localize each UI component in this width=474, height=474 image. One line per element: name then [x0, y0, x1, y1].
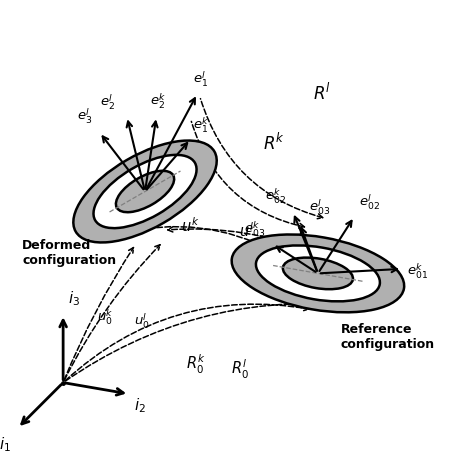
Text: $e_{03}^k$: $e_{03}^k$ — [245, 220, 265, 239]
Ellipse shape — [93, 155, 197, 228]
Text: Reference
configuration: Reference configuration — [341, 323, 435, 351]
Ellipse shape — [116, 171, 174, 212]
Ellipse shape — [256, 246, 380, 301]
Text: $u^l$: $u^l$ — [239, 221, 254, 240]
Ellipse shape — [73, 141, 217, 243]
Ellipse shape — [232, 235, 404, 312]
Text: $e_3^l$: $e_3^l$ — [77, 106, 93, 126]
Text: Deformed
configuration: Deformed configuration — [22, 239, 116, 267]
Text: $R_0^k$: $R_0^k$ — [186, 353, 206, 376]
Text: $i_2$: $i_2$ — [134, 396, 146, 415]
Ellipse shape — [283, 257, 353, 289]
Text: $e_2^l$: $e_2^l$ — [100, 92, 116, 112]
Text: $i_3$: $i_3$ — [68, 289, 80, 308]
Text: $e_{03}^l$: $e_{03}^l$ — [309, 197, 330, 217]
Text: $e_2^k$: $e_2^k$ — [150, 91, 166, 110]
Text: $R^l$: $R^l$ — [313, 82, 331, 103]
Text: $R^k$: $R^k$ — [264, 132, 285, 154]
Text: $e_{02}^l$: $e_{02}^l$ — [359, 192, 380, 212]
Text: $e_{02}^k$: $e_{02}^k$ — [265, 187, 286, 206]
Text: $e_{01}^k$: $e_{01}^k$ — [407, 262, 428, 281]
Text: $e_1^l$: $e_1^l$ — [193, 70, 208, 89]
Text: $e_1^k$: $e_1^k$ — [193, 115, 209, 135]
Text: $u^k$: $u^k$ — [182, 217, 200, 235]
Text: $u_0^l$: $u_0^l$ — [134, 312, 149, 331]
Text: $u_0^k$: $u_0^k$ — [97, 308, 114, 327]
Text: $i_1$: $i_1$ — [0, 435, 11, 454]
Text: $R_0^l$: $R_0^l$ — [231, 357, 249, 381]
